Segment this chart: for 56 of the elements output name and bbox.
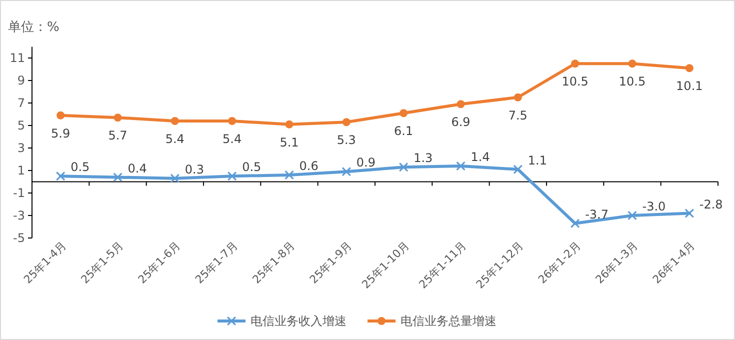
y-tick-label: 3 (17, 141, 25, 155)
data-label: 7.5 (508, 108, 528, 122)
data-label: 5.4 (165, 132, 184, 146)
data-label: 1.3 (414, 151, 433, 166)
x-tick-label: 25年1-9月 (307, 238, 355, 286)
data-label: -2.8 (699, 197, 723, 212)
y-tick-label: 1 (17, 164, 25, 178)
y-tick-label: -3 (13, 208, 25, 222)
data-label: 1.1 (528, 153, 548, 168)
point (285, 120, 294, 128)
point (514, 93, 522, 102)
chart-title: 单位：% (8, 20, 60, 35)
x-tick-label: 25年1-7月 (192, 238, 240, 286)
y-tick-label: 9 (17, 74, 25, 88)
data-label: 6.9 (451, 115, 470, 130)
point (170, 117, 179, 125)
x-tick-label: 26年1-3月 (593, 238, 640, 286)
x-tick-label: 26年1-2月 (536, 238, 584, 286)
data-label: 10.1 (676, 79, 703, 94)
point (400, 109, 408, 118)
legend-label: 电信业务收入增速 (250, 314, 346, 328)
data-label: 5.1 (280, 135, 299, 150)
data-label: -3.0 (642, 200, 666, 214)
point (456, 100, 465, 108)
point (228, 117, 236, 125)
point (114, 114, 122, 122)
data-label: 0.4 (128, 161, 147, 176)
point (685, 64, 694, 72)
data-label: 0.5 (242, 160, 262, 174)
y-tick-label: -5 (13, 231, 25, 245)
y-tick-label: -1 (13, 186, 25, 200)
legend-label: 电信业务总量增速 (400, 314, 496, 328)
data-label: 10.5 (618, 74, 646, 89)
x-tick-label: 25年1-6月 (136, 238, 184, 286)
y-tick-label: 7 (17, 96, 25, 110)
point (571, 60, 580, 68)
data-label: 0.5 (70, 160, 90, 174)
data-label: 0.9 (356, 156, 376, 170)
data-label: -3.7 (585, 207, 609, 222)
y-tick-label: 11 (10, 51, 25, 65)
x-tick-label: 25年1-8月 (250, 238, 298, 286)
x-tick-label: 26年1-4月 (650, 238, 698, 286)
point (56, 111, 65, 120)
data-label: 5.3 (336, 133, 356, 148)
x-tick-label: 25年1-5月 (78, 238, 126, 286)
y-tick-label: 5 (17, 118, 25, 132)
point (628, 60, 636, 68)
data-label: 5.9 (51, 126, 70, 140)
data-label: 0.6 (299, 159, 318, 173)
data-label: 5.7 (108, 128, 128, 143)
data-label: 1.4 (470, 150, 490, 164)
data-label: 5.4 (222, 132, 242, 146)
data-label: 0.3 (184, 162, 204, 176)
point (342, 118, 350, 126)
data-label: 10.5 (562, 74, 588, 89)
data-label: 6.1 (394, 124, 414, 138)
